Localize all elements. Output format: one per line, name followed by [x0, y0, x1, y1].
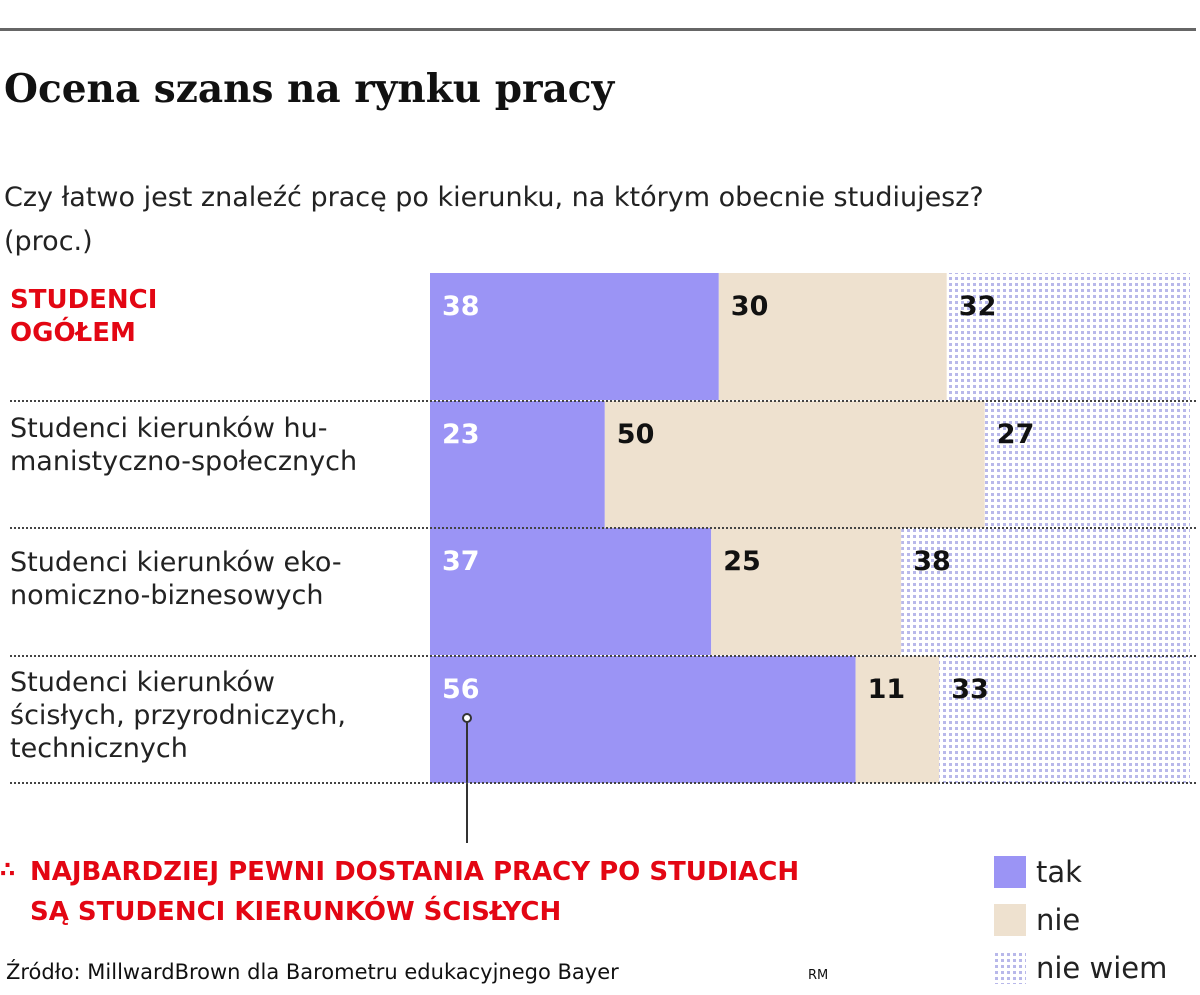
subtitle-unit: (proc.) — [4, 226, 93, 257]
annotation-note: NAJBARDZIEJ PEWNI DOSTANIA PRACY PO STUD… — [30, 852, 799, 932]
bar-tak-row-3 — [430, 528, 712, 655]
row-label-humanities: Studenci kierunków hu- manistyczno-społe… — [10, 412, 357, 478]
legend-label: nie wiem — [1036, 951, 1168, 985]
row-label-line: manistyczno-społecznych — [10, 446, 358, 477]
row-label-line: STUDENCI — [10, 285, 158, 315]
bar-group — [430, 273, 1190, 783]
row-label-line: Studenci kierunków hu- — [10, 413, 328, 444]
legend-item-tak: tak — [994, 848, 1167, 896]
value-label-nie-row-3: 25 — [723, 546, 761, 577]
bar-nie-wiem-row-3 — [901, 528, 1190, 655]
row-label-sciences: Studenci kierunków ścisłych, przyrodnicz… — [10, 666, 346, 765]
row-label-overall: STUDENCI OGÓŁEM — [10, 284, 157, 350]
note-marker-icon: ∴ — [0, 858, 16, 883]
bar-tak-row-2 — [430, 401, 605, 528]
chart-title: Ocena szans na rynku pracy — [4, 66, 615, 112]
row-label-line: Studenci kierunków — [10, 667, 275, 698]
legend-swatch-nie — [994, 904, 1026, 936]
annotation-line: SĄ STUDENCI KIERUNKÓW ŚCISŁYCH — [30, 897, 562, 927]
value-label-nie-row-2: 50 — [617, 419, 655, 450]
row-label-line: nomiczno-biznesowych — [10, 580, 324, 611]
legend-label: nie — [1036, 903, 1081, 937]
bar-tak-row-1 — [430, 273, 719, 400]
bar-tak-row-4 — [430, 656, 856, 783]
value-label-nie-row-4: 11 — [868, 674, 906, 705]
row-label-line: OGÓŁEM — [10, 318, 136, 348]
row-separator — [10, 655, 1196, 657]
legend-swatch-tak — [994, 856, 1026, 888]
legend: tak nie nie wiem — [994, 848, 1167, 992]
bar-nie-row-4 — [855, 656, 940, 783]
source-note: Źródło: MillwardBrown dla Barometru eduk… — [6, 960, 619, 984]
legend-item-nie-wiem: nie wiem — [994, 944, 1167, 992]
bar-nie-wiem-row-4 — [939, 656, 1190, 783]
bar-nie-wiem-row-1 — [946, 273, 1190, 400]
chart-subtitle: Czy łatwo jest znaleźć pracę po kierunku… — [4, 176, 984, 264]
bar-nie-row-1 — [718, 273, 947, 400]
row-label-line: ścisłych, przyrodniczych, — [10, 700, 346, 731]
row-label-economics: Studenci kierunków eko- nomiczno-bizneso… — [10, 546, 342, 612]
legend-label: tak — [1036, 855, 1082, 889]
value-label-nie-wiem-row-2: 27 — [997, 419, 1035, 450]
annotation-line: NAJBARDZIEJ PEWNI DOSTANIA PRACY PO STUD… — [30, 857, 800, 887]
legend-item-nie: nie — [994, 896, 1167, 944]
bar-nie-row-3 — [711, 528, 902, 655]
subtitle-question: Czy łatwo jest znaleźć pracę po kierunku… — [4, 182, 984, 213]
row-separator — [10, 527, 1196, 529]
bar-nie-row-2 — [604, 401, 985, 528]
row-separator — [10, 400, 1196, 402]
top-rule — [0, 28, 1196, 31]
value-label-nie-wiem-row-4: 33 — [951, 674, 989, 705]
row-label-line: technicznych — [10, 733, 188, 764]
value-label-nie-row-1: 30 — [731, 291, 769, 322]
value-label-tak-row-2: 23 — [442, 419, 480, 450]
legend-swatch-nie-wiem — [994, 952, 1026, 984]
value-label-tak-row-4: 56 — [442, 674, 480, 705]
value-label-tak-row-3: 37 — [442, 546, 480, 577]
annotation-pointer-dot — [462, 713, 472, 723]
bar-nie-wiem-row-2 — [984, 401, 1190, 528]
value-label-nie-wiem-row-3: 38 — [913, 546, 951, 577]
value-label-group: 38 30 32 23 50 27 37 25 38 56 11 33 — [442, 291, 1034, 705]
value-label-tak-row-1: 38 — [442, 291, 480, 322]
row-label-line: Studenci kierunków eko- — [10, 547, 342, 578]
value-label-nie-wiem-row-1: 32 — [959, 291, 997, 322]
row-separator — [10, 782, 1196, 784]
author-sign: RM — [808, 968, 829, 983]
